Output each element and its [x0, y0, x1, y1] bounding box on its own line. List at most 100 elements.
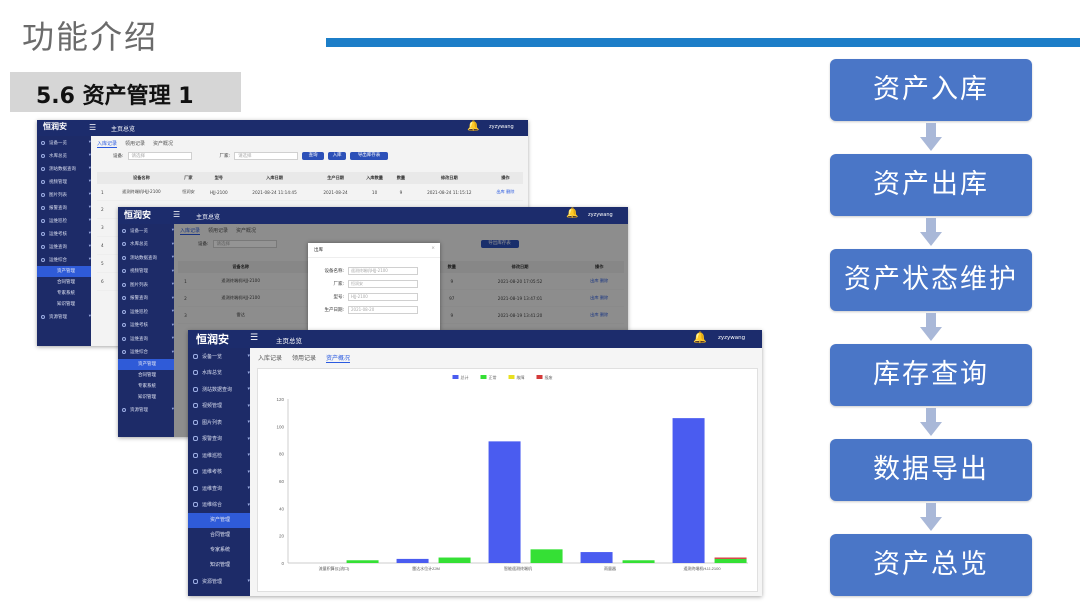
- close-icon[interactable]: ×: [431, 246, 435, 251]
- column-header: 数量: [437, 261, 466, 273]
- table-cell: 9: [391, 184, 411, 201]
- legend-swatch: [452, 375, 459, 379]
- sidebar-item[interactable]: 设备一览 ▾: [118, 224, 174, 238]
- user-name[interactable]: zyzywang: [718, 335, 746, 341]
- monitor-icon: [193, 419, 198, 425]
- sidebar-item[interactable]: 报警查询 ▾: [188, 431, 250, 448]
- chevron-down-icon: ▾: [171, 282, 174, 288]
- dialog-field: 生产日期: 2021-08-20: [308, 306, 440, 314]
- flow-step: 资产出库: [830, 154, 1032, 216]
- tab-overview[interactable]: 资产概况: [236, 228, 257, 234]
- sidebar-item[interactable]: 报警查询 ▾: [118, 292, 174, 306]
- row-actions[interactable]: 出库 删除: [574, 289, 624, 307]
- home-tab[interactable]: 主页总览: [276, 337, 302, 345]
- sidebar-subitem[interactable]: 资产管理: [37, 266, 91, 277]
- tab-overview[interactable]: 资产概况: [153, 141, 174, 147]
- query-button[interactable]: 查询: [302, 152, 325, 160]
- bell-icon[interactable]: 🔔: [566, 208, 579, 219]
- bell-icon[interactable]: 🔔: [693, 331, 707, 344]
- flow-step: 资产总览: [830, 534, 1032, 596]
- sidebar-subitem[interactable]: 知识管理: [210, 562, 231, 568]
- sidebar-item[interactable]: 运维查询 ▾: [188, 480, 250, 497]
- sidebar-item[interactable]: 运维综合 ▾: [37, 253, 91, 266]
- section-tag: 5.6 资产管理 1: [10, 72, 241, 112]
- sidebar-item[interactable]: 视频管理 ▾: [37, 175, 91, 188]
- filter-bar: 设备: 请选择 厂家: 请选择 查询 入库 导出库存表: [113, 152, 389, 160]
- export-button[interactable]: 导出库存表: [480, 240, 519, 248]
- table-cell: 9: [437, 273, 466, 290]
- sidebar-item[interactable]: 设备一览 ▾: [188, 348, 250, 365]
- sidebar-item[interactable]: 运维综合 ▾: [118, 346, 174, 360]
- row-actions[interactable]: 出库 删除: [574, 273, 624, 290]
- export-button[interactable]: 导出库存表: [350, 152, 389, 160]
- sidebar-item[interactable]: 运维巡检 ▾: [118, 305, 174, 319]
- sidebar-item[interactable]: 设备一览 ▾: [37, 136, 91, 149]
- sidebar-item[interactable]: 运维综合 ▾: [188, 497, 250, 514]
- sidebar-item-label: 视频管理: [130, 269, 148, 275]
- sidebar-subitem[interactable]: 专家系统: [138, 384, 156, 389]
- user-name[interactable]: zyzywang: [588, 212, 613, 218]
- inbound-button[interactable]: 入库: [328, 152, 347, 160]
- sidebar-item[interactable]: 运维考核 ▾: [37, 227, 91, 240]
- sidebar-item[interactable]: 水库总览 ▾: [118, 238, 174, 252]
- user-name[interactable]: zyzywang: [489, 124, 514, 130]
- sidebar-item[interactable]: 图片列表 ▾: [37, 188, 91, 201]
- vendor-filter-select[interactable]: 请选择: [234, 152, 299, 160]
- sidebar-item[interactable]: 运维考核 ▾: [118, 319, 174, 333]
- row-actions[interactable]: 出库 删除: [487, 184, 523, 201]
- table-cell: 3: [178, 306, 193, 324]
- sidebar-item[interactable]: 测站数据查询 ▾: [188, 381, 250, 398]
- home-tab[interactable]: 主页总览: [111, 126, 136, 133]
- tab-inbound[interactable]: 入库记录: [180, 228, 201, 235]
- menu-toggle-icon[interactable]: ☰: [250, 333, 259, 343]
- device-filter-select[interactable]: 请选择: [127, 152, 192, 160]
- sidebar-item-label: 运维查询: [130, 336, 148, 342]
- tab-issue[interactable]: 领用记录: [292, 355, 317, 362]
- sidebar-subitem[interactable]: 知识管理: [57, 302, 75, 307]
- tab-inbound[interactable]: 入库记录: [258, 355, 283, 362]
- sidebar-item[interactable]: 运维查询 ▾: [118, 332, 174, 346]
- menu-toggle-icon[interactable]: ☰: [173, 210, 181, 219]
- sidebar-subitem[interactable]: 资产管理: [118, 359, 174, 370]
- sidebar-subitem[interactable]: 专家系统: [57, 291, 75, 296]
- sidebar-item[interactable]: 测站数据查询 ▾: [118, 251, 174, 265]
- sidebar-item[interactable]: 图片列表 ▾: [188, 414, 250, 431]
- sidebar-item[interactable]: 图片列表 ▾: [118, 278, 174, 292]
- sidebar-subitem[interactable]: 资产管理: [188, 513, 250, 528]
- sidebar-item[interactable]: 水库总览 ▾: [188, 365, 250, 382]
- sidebar-subitem[interactable]: 合同管理: [138, 373, 156, 378]
- field-input[interactable]: HJJ-2100: [348, 293, 418, 301]
- bell-icon[interactable]: 🔔: [467, 121, 480, 132]
- sidebar-item-resources[interactable]: 资源管理 ▾: [188, 573, 250, 590]
- sidebar-subitem[interactable]: 专家系统: [210, 547, 231, 553]
- sidebar-item[interactable]: 水库总览 ▾: [37, 149, 91, 162]
- field-input[interactable]: 恒润安: [348, 280, 418, 288]
- pin-icon: [122, 269, 126, 274]
- sidebar-item[interactable]: 运维巡检 ▾: [188, 447, 250, 464]
- sidebar-subitem[interactable]: 合同管理: [57, 280, 75, 285]
- sidebar-item[interactable]: 视频管理 ▾: [188, 398, 250, 415]
- field-label: 设备名称:: [324, 269, 344, 274]
- home-tab[interactable]: 主页总览: [196, 214, 221, 221]
- sidebar-item[interactable]: 运维巡检 ▾: [37, 214, 91, 227]
- field-input[interactable]: 2021-08-20: [348, 306, 418, 314]
- sidebar-item[interactable]: 报警查询 ▾: [37, 201, 91, 214]
- tab-overview[interactable]: 资产概况: [326, 355, 351, 363]
- sidebar-item[interactable]: 运维查询 ▾: [37, 240, 91, 253]
- menu-toggle-icon[interactable]: ☰: [89, 123, 97, 132]
- sidebar-item-resources[interactable]: 资源管理 ▾: [118, 403, 174, 417]
- field-input[interactable]: 遥测终端机HJJ-2100: [348, 267, 418, 275]
- row-actions[interactable]: 出库 删除: [574, 306, 624, 324]
- sidebar-item[interactable]: 视频管理 ▾: [118, 265, 174, 279]
- sidebar-item[interactable]: 测站数据查询 ▾: [37, 162, 91, 175]
- sidebar-item-label: 测站数据查询: [130, 255, 157, 261]
- sidebar-item-resources[interactable]: 资源管理 ▾: [37, 310, 91, 323]
- tab-issue[interactable]: 领用记录: [125, 141, 146, 147]
- tab-inbound[interactable]: 入库记录: [97, 141, 118, 148]
- sidebar-item[interactable]: 运维考核 ▾: [188, 464, 250, 481]
- arrow-down-icon: [920, 503, 942, 531]
- tab-issue[interactable]: 领用记录: [208, 228, 229, 234]
- sidebar-subitem[interactable]: 合同管理: [210, 532, 231, 538]
- device-filter-select[interactable]: 请选择: [212, 240, 277, 248]
- sidebar-subitem[interactable]: 知识管理: [138, 395, 156, 400]
